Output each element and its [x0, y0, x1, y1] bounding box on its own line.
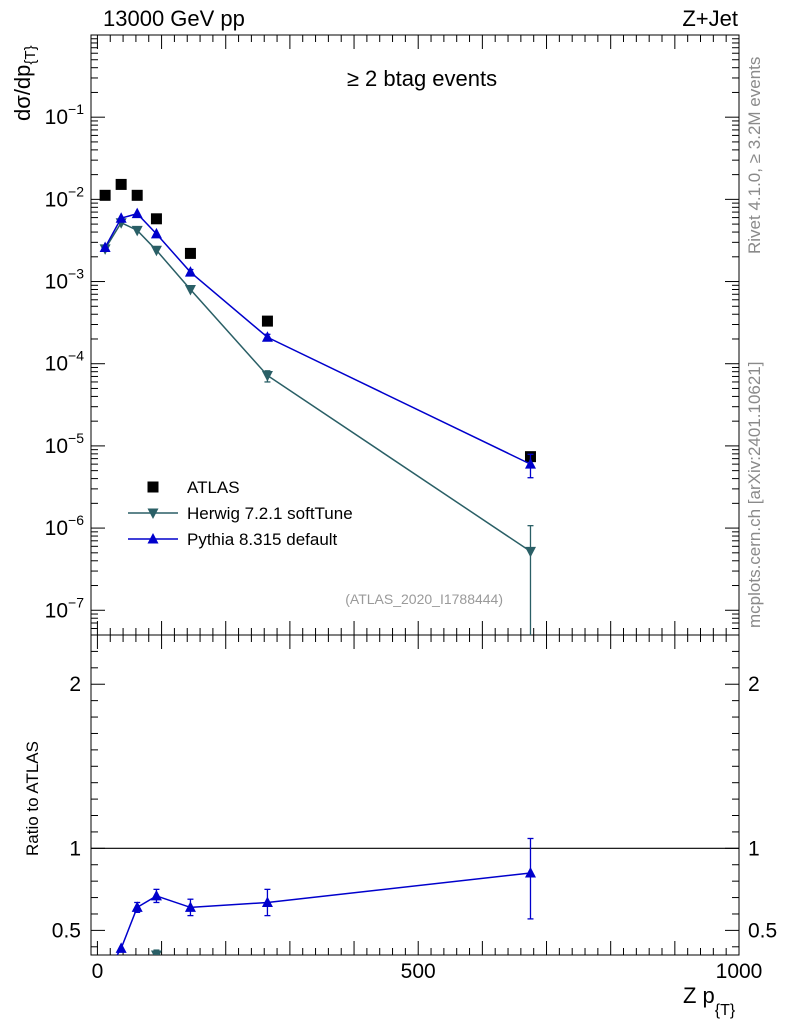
- ratio-panel-frame: [90, 634, 740, 956]
- main-atlas-point: [184, 247, 196, 259]
- main-herwig-7-2-1-softtune-point: [131, 225, 143, 237]
- tick-exponent: −5: [68, 430, 84, 446]
- ratio-series-layer: [115, 837, 536, 955]
- ratio-pythia-8-315-default-point: [524, 866, 536, 878]
- rivet-version-label: Rivet 4.1.0, ≥ 3.2M events: [745, 57, 764, 254]
- main-series-layer: [99, 178, 536, 635]
- main-y-axis: 10−710−610−510−410−310−210−1: [45, 34, 740, 636]
- main-y-tick-label: 10−4: [45, 348, 85, 376]
- ratio-pythia-8-315-default-point: [150, 889, 162, 901]
- ratio-y-tick-label-right: 1: [748, 837, 760, 860]
- ratio-y-tick-label-right: 2: [748, 673, 760, 696]
- tick-base: 10: [45, 188, 68, 211]
- analysis-reference: (ATLAS_2020_I1788444): [345, 591, 503, 607]
- ratio-xlabel: Z p{T}: [683, 983, 736, 1019]
- mcplots-label: mcplots.cern.ch [arXiv:2401.10621]: [745, 362, 764, 628]
- main-atlas-point: [261, 315, 273, 327]
- legend-pythia-8-315-default-marker: [147, 533, 159, 544]
- ratio-xlabel-text: Z p: [683, 983, 715, 1008]
- ratio-ylabel: Ratio to ATLAS: [23, 741, 42, 856]
- main-pythia-8-315-default-point: [184, 266, 196, 277]
- tick-base: 10: [45, 517, 68, 540]
- tick-exponent: −4: [68, 348, 84, 364]
- tick-exponent: −7: [68, 594, 84, 610]
- tick-base: 10: [45, 271, 68, 294]
- legend-herwig-7-2-1-softtune-marker: [147, 508, 159, 519]
- ratio-pythia-8-315-default-point: [184, 901, 196, 912]
- main-herwig-7-2-1-softtune-line: [104, 221, 531, 553]
- main-y-tick-label: 10−1: [45, 101, 85, 129]
- main-atlas-point: [99, 189, 111, 201]
- main-atlas-point: [150, 213, 162, 225]
- selection-annotation: ≥ 2 btag events: [347, 66, 497, 91]
- legend-atlas-marker: [147, 481, 159, 493]
- tick-exponent: −6: [68, 512, 84, 528]
- main-y-tick-label: 10−3: [45, 266, 85, 294]
- main-atlas-point: [115, 178, 127, 190]
- legend-herwig-7-2-1-softtune-label: Herwig 7.2.1 softTune: [187, 504, 353, 523]
- tick-base: 10: [45, 435, 68, 458]
- main-herwig-7-2-1-softtune-point: [261, 370, 273, 382]
- ratio-x-tick-label: 0: [92, 960, 104, 983]
- tick-base: 10: [45, 353, 68, 376]
- main-ylabel: dσ/dp{T}: [10, 45, 39, 121]
- tick-exponent: −1: [68, 101, 84, 117]
- ratio-xlabel-subscript: {T}: [715, 1002, 736, 1019]
- ratio-pythia-8-315-default-line: [116, 872, 531, 955]
- energy-title: 13000 GeV pp: [103, 6, 245, 31]
- main-pythia-8-315-default-line: [104, 212, 531, 465]
- ratio-pythia-8-315-default-point: [261, 896, 273, 907]
- main-y-tick-label: 10−7: [45, 594, 85, 622]
- main-pythia-8-315-default-point: [261, 331, 273, 342]
- ratio-x-tick-label: 500: [401, 960, 436, 983]
- main-pythia-8-315-default-point: [99, 241, 111, 252]
- legend-pythia-8-315-default-label: Pythia 8.315 default: [187, 530, 338, 549]
- ratio-pythia-8-315-default-point: [115, 942, 127, 953]
- main-herwig-7-2-1-softtune-point: [184, 285, 196, 296]
- ratio-pythia-8-315-default-point: [131, 901, 143, 912]
- legend: ATLAS Herwig 7.2.1 softTune Pythia 8.315 d…: [128, 478, 353, 549]
- main-pythia-8-315-default-point: [131, 207, 143, 219]
- ratio-y-tick-label-right: 0.5: [748, 919, 777, 942]
- process-title: Z+Jet: [682, 6, 738, 31]
- main-y-tick-label: 10−6: [45, 512, 85, 540]
- tick-base: 10: [45, 599, 68, 622]
- ratio-herwig-7-2-1-softtune-point: [150, 950, 162, 955]
- ratio-y-tick-label: 2: [69, 673, 81, 696]
- main-ylabel-subscript: {T}: [22, 45, 39, 64]
- main-y-tick-label: 10−2: [45, 183, 85, 211]
- legend-atlas-label: ATLAS: [187, 478, 240, 497]
- tick-exponent: −2: [68, 183, 84, 199]
- tick-base: 10: [45, 106, 68, 129]
- main-herwig-7-2-1-softtune-point: [524, 546, 536, 558]
- ratio-x-tick-label: 1000: [716, 960, 763, 983]
- tick-exponent: −3: [68, 266, 84, 282]
- main-pythia-8-315-default-point: [150, 227, 162, 239]
- main-y-tick-label: 10−5: [45, 430, 85, 458]
- ratio-y-tick-label: 0.5: [52, 919, 81, 942]
- main-pythia-8-315-default-point: [524, 458, 536, 469]
- main-atlas-point: [131, 189, 143, 201]
- main-ylabel-text: dσ/dp: [10, 65, 35, 121]
- main-pythia-8-315-default-point: [115, 212, 127, 223]
- ratio-axes: 0.5 0.5 1 1 2 2 0 500 1000: [52, 635, 777, 983]
- ratio-y-tick-label: 1: [69, 837, 81, 860]
- main-herwig-7-2-1-softtune-point: [150, 245, 162, 257]
